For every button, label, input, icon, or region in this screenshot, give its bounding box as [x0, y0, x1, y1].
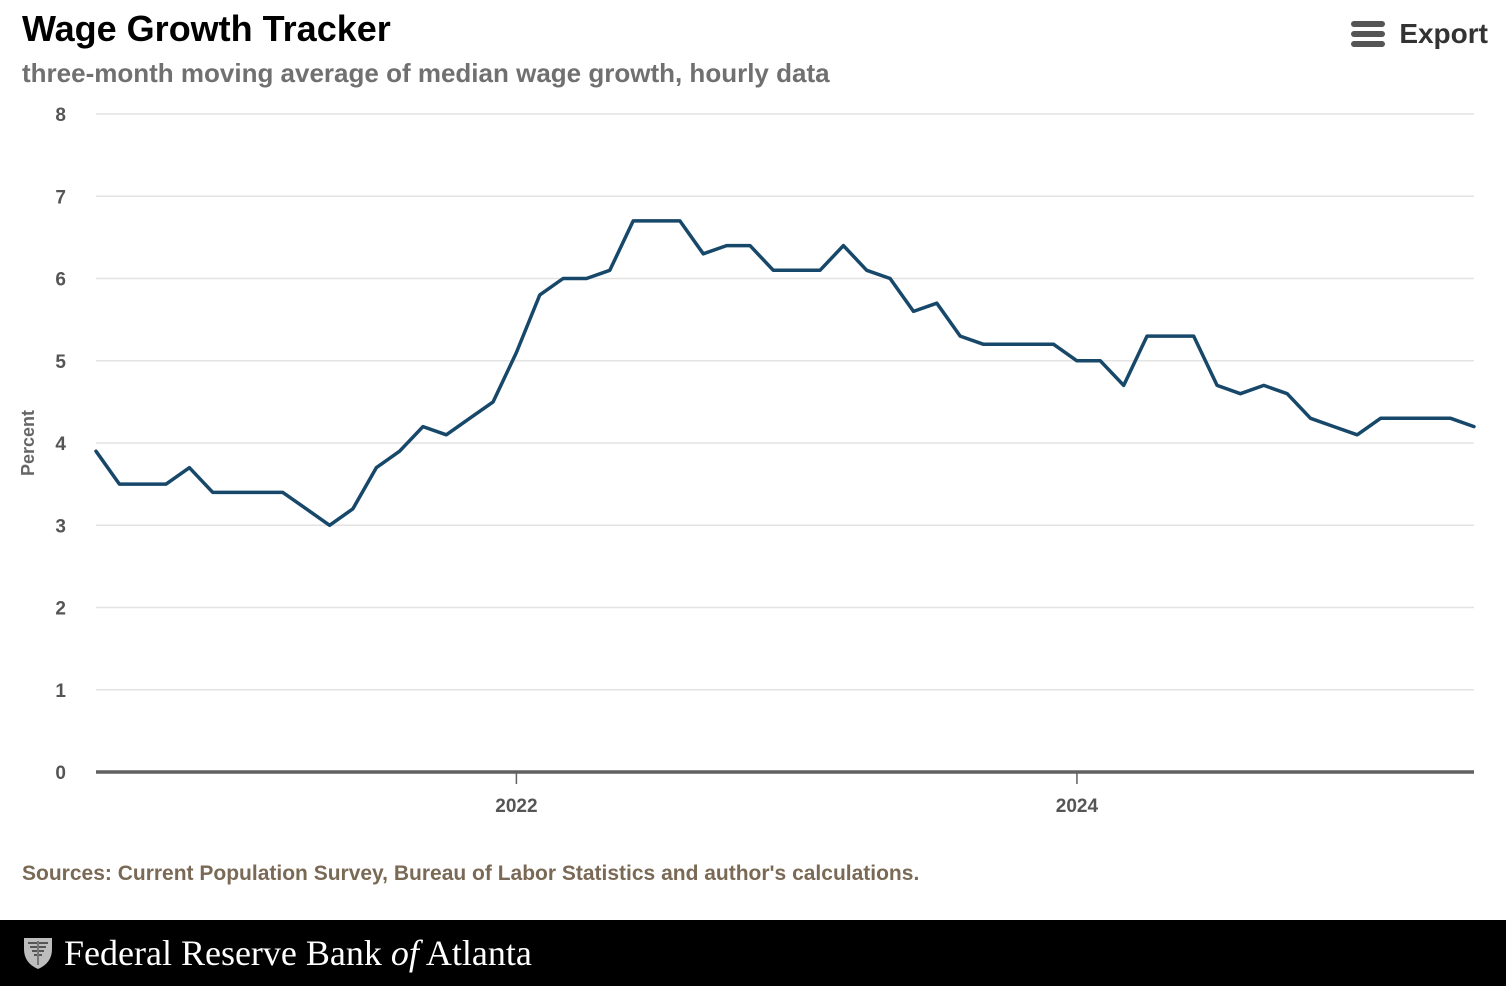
data-point[interactable] — [184, 463, 194, 473]
data-point[interactable] — [325, 520, 335, 530]
data-point[interactable] — [1049, 339, 1059, 349]
data-point[interactable] — [675, 216, 685, 226]
y-tick-label: 2 — [55, 599, 66, 620]
data-point[interactable] — [1189, 331, 1199, 341]
data-point[interactable] — [1399, 413, 1409, 423]
data-point[interactable] — [1469, 422, 1479, 432]
y-tick-label: 6 — [55, 270, 66, 291]
data-point[interactable] — [792, 265, 802, 275]
data-point[interactable] — [1329, 422, 1339, 432]
data-point[interactable] — [114, 479, 124, 489]
data-point[interactable] — [722, 241, 732, 251]
footer-org-name: Federal Reserve Bank of Atlanta — [64, 932, 532, 974]
chart-title: Wage Growth Tracker — [22, 8, 391, 49]
chart-subtitle: three-month moving average of median wag… — [22, 58, 830, 88]
x-axis-ticks: 2022 2024 — [495, 772, 1099, 817]
data-point[interactable] — [1072, 356, 1082, 366]
data-point[interactable] — [1352, 430, 1362, 440]
data-point[interactable] — [138, 479, 148, 489]
grid-lines — [96, 113, 1474, 774]
data-point[interactable] — [1002, 339, 1012, 349]
source-note: Sources: Current Population Survey, Bure… — [22, 862, 920, 885]
data-point[interactable] — [1306, 413, 1316, 423]
data-point[interactable] — [628, 216, 638, 226]
y-tick-label: 7 — [55, 187, 66, 208]
footer-org-part1: Federal Reserve Bank — [64, 933, 391, 973]
data-point[interactable] — [278, 487, 288, 497]
data-point[interactable] — [511, 348, 521, 358]
data-point[interactable] — [301, 504, 311, 514]
data-point[interactable] — [1119, 380, 1129, 390]
data-point[interactable] — [1422, 413, 1432, 423]
y-tick-label: 1 — [55, 681, 66, 702]
x-tick-label: 2024 — [1056, 796, 1099, 817]
y-tick-label: 0 — [55, 763, 66, 784]
data-point[interactable] — [1376, 413, 1386, 423]
data-point[interactable] — [955, 331, 965, 341]
data-point[interactable] — [1165, 331, 1175, 341]
data-point[interactable] — [862, 265, 872, 275]
data-point[interactable] — [885, 274, 895, 284]
y-axis-ticks: 0 1 2 3 4 5 6 7 8 — [55, 105, 66, 784]
data-point[interactable] — [1025, 339, 1035, 349]
data-point[interactable] — [932, 298, 942, 308]
y-tick-label: 3 — [55, 516, 66, 537]
data-point[interactable] — [1235, 389, 1245, 399]
data-point[interactable] — [1282, 389, 1292, 399]
data-point[interactable] — [745, 241, 755, 251]
data-point[interactable] — [441, 430, 451, 440]
footer-org-of: of — [390, 933, 419, 973]
y-axis-label: Percent — [18, 410, 38, 476]
data-point[interactable] — [979, 339, 989, 349]
line-chart: 0 1 2 3 4 5 6 7 8 2022 2024 Percent — [18, 105, 1479, 817]
data-point[interactable] — [605, 265, 615, 275]
data-point[interactable] — [395, 446, 405, 456]
data-point[interactable] — [581, 274, 591, 284]
data-point[interactable] — [815, 265, 825, 275]
y-tick-label: 8 — [55, 105, 66, 126]
data-point[interactable] — [698, 249, 708, 259]
data-point[interactable] — [91, 446, 101, 456]
y-tick-label: 5 — [55, 352, 66, 373]
data-point[interactable] — [908, 306, 918, 316]
data-point[interactable] — [1259, 380, 1269, 390]
data-point[interactable] — [465, 413, 475, 423]
data-point[interactable] — [1142, 331, 1152, 341]
chart-area: 0 1 2 3 4 5 6 7 8 2022 2024 Percent — [0, 96, 1506, 836]
y-tick-label: 4 — [55, 434, 66, 455]
data-point[interactable] — [535, 290, 545, 300]
data-point[interactable] — [1212, 380, 1222, 390]
data-point[interactable] — [558, 274, 568, 284]
eagle-seal-icon — [24, 938, 52, 969]
data-point[interactable] — [838, 241, 848, 251]
data-point[interactable] — [1446, 413, 1456, 423]
data-point[interactable] — [231, 487, 241, 497]
footer-org-part2: Atlanta — [418, 933, 532, 973]
data-point[interactable] — [371, 463, 381, 473]
data-point[interactable] — [652, 216, 662, 226]
series-layer — [91, 216, 1479, 530]
series-line — [94, 219, 1476, 528]
export-label: Export — [1399, 18, 1488, 49]
export-button[interactable]: Export — [1351, 18, 1488, 50]
x-tick-label: 2022 — [495, 796, 537, 817]
data-point[interactable] — [418, 422, 428, 432]
footer-bar: Federal Reserve Bank of Atlanta — [0, 920, 1506, 986]
data-point[interactable] — [488, 397, 498, 407]
menu-icon — [1351, 21, 1386, 47]
data-point[interactable] — [768, 265, 778, 275]
data-point[interactable] — [208, 487, 218, 497]
data-point[interactable] — [161, 479, 171, 489]
data-point[interactable] — [254, 487, 264, 497]
data-point[interactable] — [1095, 356, 1105, 366]
data-point[interactable] — [348, 504, 358, 514]
